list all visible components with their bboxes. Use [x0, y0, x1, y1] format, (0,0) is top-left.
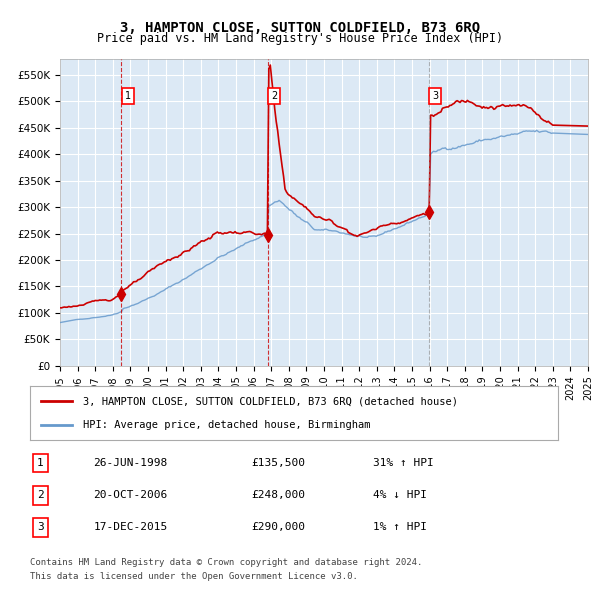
Text: This data is licensed under the Open Government Licence v3.0.: This data is licensed under the Open Gov… — [30, 572, 358, 581]
Text: £248,000: £248,000 — [252, 490, 306, 500]
Text: 3: 3 — [37, 522, 44, 532]
Text: 1: 1 — [37, 458, 44, 468]
Text: 2: 2 — [271, 91, 277, 101]
Text: 4% ↓ HPI: 4% ↓ HPI — [373, 490, 427, 500]
Text: 1: 1 — [125, 91, 131, 101]
Text: £290,000: £290,000 — [252, 522, 306, 532]
Text: 3, HAMPTON CLOSE, SUTTON COLDFIELD, B73 6RQ (detached house): 3, HAMPTON CLOSE, SUTTON COLDFIELD, B73 … — [83, 396, 458, 407]
Text: 1% ↑ HPI: 1% ↑ HPI — [373, 522, 427, 532]
Text: 31% ↑ HPI: 31% ↑ HPI — [373, 458, 434, 468]
Text: £135,500: £135,500 — [252, 458, 306, 468]
Text: Price paid vs. HM Land Registry's House Price Index (HPI): Price paid vs. HM Land Registry's House … — [97, 32, 503, 45]
Text: HPI: Average price, detached house, Birmingham: HPI: Average price, detached house, Birm… — [83, 419, 370, 430]
Text: 20-OCT-2006: 20-OCT-2006 — [94, 490, 167, 500]
Text: Contains HM Land Registry data © Crown copyright and database right 2024.: Contains HM Land Registry data © Crown c… — [30, 558, 422, 566]
Text: 3, HAMPTON CLOSE, SUTTON COLDFIELD, B73 6RQ: 3, HAMPTON CLOSE, SUTTON COLDFIELD, B73 … — [120, 21, 480, 35]
Text: 26-JUN-1998: 26-JUN-1998 — [94, 458, 167, 468]
Text: 3: 3 — [433, 91, 439, 101]
Text: 2: 2 — [37, 490, 44, 500]
Text: 17-DEC-2015: 17-DEC-2015 — [94, 522, 167, 532]
